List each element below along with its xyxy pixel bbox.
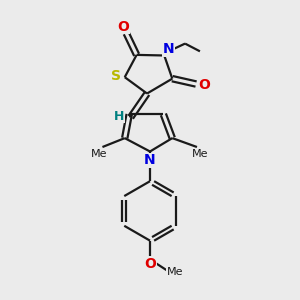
Text: O: O	[199, 78, 210, 92]
Text: Me: Me	[91, 149, 108, 160]
Text: Me: Me	[167, 267, 184, 277]
Text: O: O	[117, 20, 129, 34]
Text: Me: Me	[192, 149, 209, 160]
Text: S: S	[111, 69, 122, 83]
Text: H: H	[114, 110, 124, 123]
Text: N: N	[144, 153, 156, 167]
Text: O: O	[144, 256, 156, 271]
Text: N: N	[163, 42, 174, 56]
